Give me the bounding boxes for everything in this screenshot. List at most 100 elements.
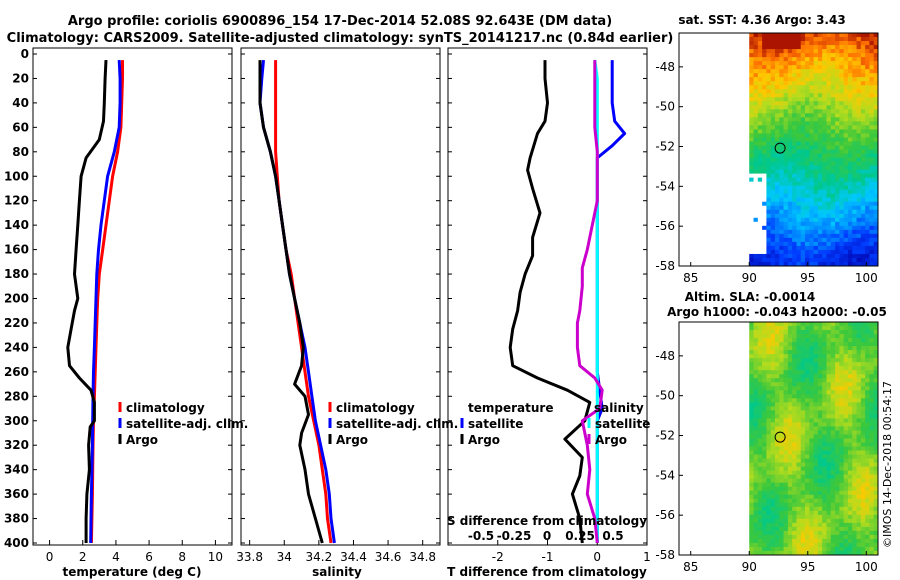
- heatmap-cell: [779, 253, 784, 259]
- heatmap-cell: [860, 482, 866, 488]
- heatmap-cell: [787, 49, 793, 54]
- heatmap-cell: [835, 502, 840, 508]
- heatmap-cell: [796, 510, 802, 516]
- heatmap-cell: [757, 498, 763, 504]
- heatmap-cell: [869, 229, 875, 235]
- heatmap-cell: [783, 454, 789, 459]
- heatmap-cell: [847, 394, 853, 399]
- heatmap-cell: [792, 249, 797, 255]
- heatmap-cell: [852, 494, 857, 500]
- heatmap-cell: [805, 249, 810, 255]
- heatmap-cell: [757, 213, 763, 219]
- heatmap-cell: [774, 374, 780, 379]
- heatmap-cell: [749, 394, 754, 399]
- heatmap-cell: [822, 209, 827, 215]
- heatmap-cell: [835, 177, 840, 183]
- heatmap-cell: [762, 69, 767, 74]
- heatmap-cell: [856, 45, 862, 50]
- heatmap-cell: [774, 213, 780, 219]
- heatmap-cell: [856, 225, 862, 231]
- heatmap-cell: [817, 205, 823, 211]
- sla-map-y-ticks: -48-50-52-54-56-58: [655, 349, 683, 562]
- heatmap-cell: [873, 45, 879, 50]
- heatmap-cell: [839, 65, 845, 70]
- heatmap-cell: [835, 165, 840, 170]
- heatmap-cell: [787, 89, 793, 94]
- heatmap-cell: [847, 418, 853, 423]
- heatmap-cell: [847, 237, 853, 243]
- heatmap-cell: [822, 157, 827, 162]
- heatmap-cell: [749, 358, 754, 363]
- heatmap-cell: [843, 101, 849, 106]
- heatmap-cell: [762, 462, 767, 468]
- heatmap-cell: [830, 494, 836, 500]
- heatmap-cell: [856, 189, 862, 195]
- heatmap-cell: [753, 370, 759, 375]
- heatmap-cell: [787, 414, 793, 419]
- heatmap-cell: [847, 346, 853, 351]
- heatmap-cell: [847, 53, 853, 58]
- heatmap-cell: [839, 490, 845, 496]
- heatmap-cell: [847, 117, 853, 122]
- heatmap-cell: [843, 97, 849, 102]
- heatmap-cell: [822, 490, 827, 496]
- heatmap-cell: [774, 229, 780, 235]
- heatmap-cell: [813, 249, 819, 255]
- heatmap-cell: [762, 33, 767, 38]
- heatmap-cell: [805, 153, 810, 158]
- heatmap-cell: [779, 386, 784, 391]
- heatmap-cell: [839, 241, 845, 247]
- heatmap-cell: [813, 253, 819, 259]
- heatmap-cell: [822, 253, 827, 259]
- heatmap-cell: [800, 530, 806, 536]
- heatmap-cell: [800, 149, 806, 154]
- heatmap-cell: [749, 518, 754, 524]
- x-tick-label: 2: [79, 550, 87, 564]
- heatmap-cell: [873, 390, 879, 395]
- heatmap-cell: [843, 113, 849, 118]
- heatmap-cell: [805, 73, 810, 78]
- heatmap-cell: [809, 125, 815, 130]
- heatmap-cell: [774, 245, 780, 251]
- heatmap-cell: [835, 422, 840, 427]
- heatmap-cell: [809, 77, 815, 82]
- heatmap-cell: [762, 77, 767, 82]
- heatmap-cell: [852, 257, 857, 263]
- heatmap-cell: [839, 358, 845, 363]
- heatmap-cell: [869, 534, 875, 540]
- heatmap-cell: [865, 197, 870, 203]
- heatmap-cell: [830, 49, 836, 54]
- heatmap-cell: [774, 61, 780, 66]
- heatmap-cell: [873, 181, 879, 187]
- heatmap-cell: [856, 73, 862, 78]
- heatmap-cell: [809, 73, 815, 78]
- heatmap-cell: [809, 462, 815, 468]
- heatmap-cell: [800, 133, 806, 138]
- heatmap-cell: [770, 374, 776, 379]
- heatmap-cell: [809, 197, 815, 203]
- heatmap-cell: [847, 77, 853, 82]
- heatmap-cell: [783, 189, 789, 195]
- heatmap-cell: [757, 374, 763, 379]
- heatmap-cell: [826, 177, 832, 183]
- heatmap-cell: [787, 253, 793, 259]
- heatmap-cell: [835, 69, 840, 74]
- heatmap-cell: [839, 77, 845, 82]
- heatmap-cell: [792, 354, 797, 359]
- heatmap-cell: [826, 117, 832, 122]
- heatmap-cell: [783, 41, 789, 46]
- heatmap-cell: [869, 37, 875, 42]
- heatmap-cell: [783, 149, 789, 154]
- heatmap-cell: [779, 470, 784, 476]
- heatmap-cell: [749, 530, 754, 536]
- heatmap-cell: [800, 370, 806, 375]
- heatmap-cell: [852, 406, 857, 411]
- heatmap-cell: [749, 205, 754, 211]
- heatmap-cell: [809, 334, 815, 339]
- heatmap-cell: [813, 161, 819, 166]
- heatmap-cell: [835, 189, 840, 195]
- heatmap-cell: [787, 442, 793, 447]
- heatmap-cell: [779, 442, 784, 447]
- heatmap-cell: [843, 498, 849, 504]
- heatmap-cell: [843, 249, 849, 255]
